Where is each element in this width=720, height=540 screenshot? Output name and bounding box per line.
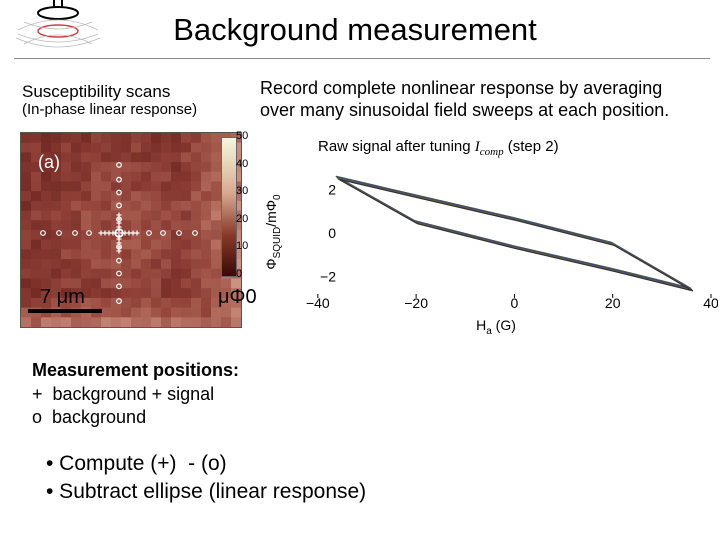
background-position-marker bbox=[116, 270, 122, 277]
background-position-marker bbox=[192, 230, 198, 236]
background-position-marker bbox=[116, 162, 122, 168]
background-position-marker bbox=[160, 230, 166, 236]
background-position-marker bbox=[116, 257, 122, 264]
colorbar-unit: μΦ0 bbox=[218, 286, 257, 308]
background-position-marker bbox=[146, 230, 152, 236]
scale-bar bbox=[28, 309, 102, 313]
background-position-marker bbox=[116, 176, 122, 183]
colorbar-tick-label: 40 bbox=[236, 157, 249, 170]
x-tick-label: 20 bbox=[605, 295, 621, 311]
title-divider bbox=[14, 58, 710, 59]
positions-o: o background bbox=[32, 407, 147, 427]
background-position-marker bbox=[176, 230, 182, 236]
x-axis-label: Ha (G) bbox=[476, 317, 516, 337]
panel-label: (a) bbox=[38, 152, 60, 172]
scale-bar-label: 7 μm bbox=[40, 286, 85, 308]
y-tick-label: 2 bbox=[328, 182, 336, 198]
hysteresis-loop-trace bbox=[338, 178, 694, 292]
y-tick-label: 0 bbox=[328, 225, 336, 241]
background-position-marker bbox=[116, 283, 122, 290]
left-heading-line2: (In-phase linear response) bbox=[22, 101, 198, 118]
background-position-marker bbox=[116, 202, 122, 209]
background-position-marker bbox=[86, 230, 92, 236]
signal-position-marker bbox=[116, 248, 122, 254]
colorbar-tick-label: 50 bbox=[236, 130, 249, 142]
signal-position-marker bbox=[134, 230, 140, 236]
susceptibility-scan: (a) 7 μm bbox=[20, 132, 242, 328]
right-heading-line2: over many sinusoidal field sweeps at eac… bbox=[260, 100, 670, 120]
x-tick-label: −40 bbox=[306, 295, 330, 311]
right-heading-line1: Record complete nonlinear response by av… bbox=[260, 78, 663, 98]
hysteresis-loop-trace bbox=[337, 177, 693, 291]
positions-plus: + background + signal bbox=[32, 384, 215, 404]
colorbar-tick-label: 10 bbox=[236, 240, 249, 253]
hysteresis-loop-trace bbox=[336, 177, 692, 290]
susceptibility-heatmap bbox=[20, 132, 242, 328]
x-tick-label: 0 bbox=[511, 295, 519, 311]
hysteresis-loop-trace bbox=[335, 175, 691, 289]
x-tick-label: −20 bbox=[404, 295, 428, 311]
colorbar bbox=[221, 137, 237, 277]
colorbar-tick-label: 0 bbox=[236, 268, 243, 280]
background-position-marker bbox=[72, 230, 78, 236]
colorbar-tick-label: 20 bbox=[236, 212, 249, 225]
bullet-subtract: • Subtract ellipse (linear response) bbox=[46, 480, 367, 503]
y-axis-label: ΦSQUID/mΦ0 bbox=[263, 194, 283, 270]
background-position-marker bbox=[116, 298, 122, 304]
positions-heading: Measurement positions: bbox=[32, 360, 240, 380]
background-position-marker bbox=[56, 230, 62, 236]
background-position-marker bbox=[116, 189, 122, 196]
y-tick-label: −2 bbox=[320, 268, 336, 284]
bullet-compute: • Compute (+) - (o) bbox=[46, 452, 227, 475]
page-title: Background measurement bbox=[173, 12, 537, 47]
left-heading-line1: Susceptibility scans bbox=[22, 82, 171, 101]
institution-logo bbox=[15, 0, 101, 48]
colorbar-tick-label: 30 bbox=[236, 185, 249, 198]
background-position-marker bbox=[40, 230, 46, 236]
x-tick-label: 40 bbox=[703, 295, 718, 311]
colorbar-ticks: 50 40 30 20 10 0 bbox=[236, 130, 266, 280]
hysteresis-loop-trace bbox=[336, 176, 692, 290]
chart-title: Raw signal after tuning Icomp (step 2) bbox=[318, 138, 559, 158]
